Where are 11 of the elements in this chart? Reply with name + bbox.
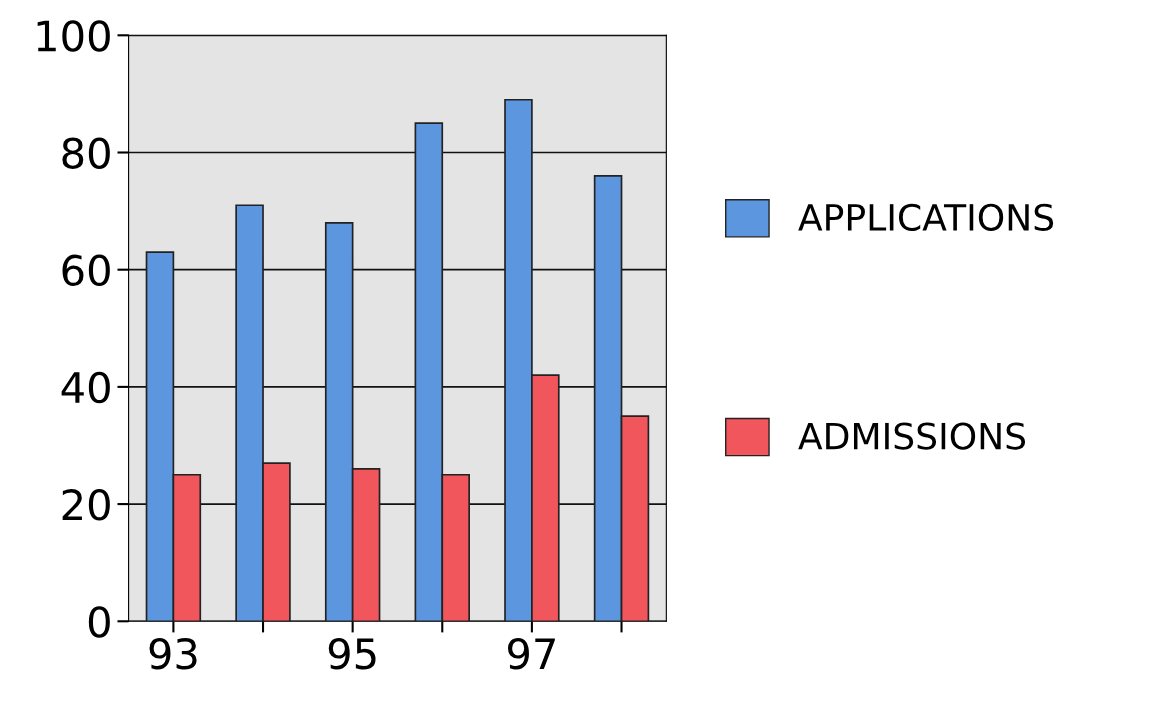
x-tick-label: 97 (508, 637, 555, 670)
y-tick-label: 100 (37, 20, 110, 52)
x-tick-label: 93 (149, 637, 197, 670)
y-tick-label: 0 (88, 606, 110, 638)
legend-label: APPLICATIONS (798, 203, 1054, 232)
y-tick-label: 40 (61, 371, 110, 404)
legend-label: ADMISSIONS (798, 422, 1026, 450)
y-tick-label: 60 (62, 254, 110, 287)
y-tick-label: 20 (62, 488, 110, 521)
y-tick-label: 80 (62, 137, 110, 169)
x-tick-label: 95 (328, 637, 376, 670)
